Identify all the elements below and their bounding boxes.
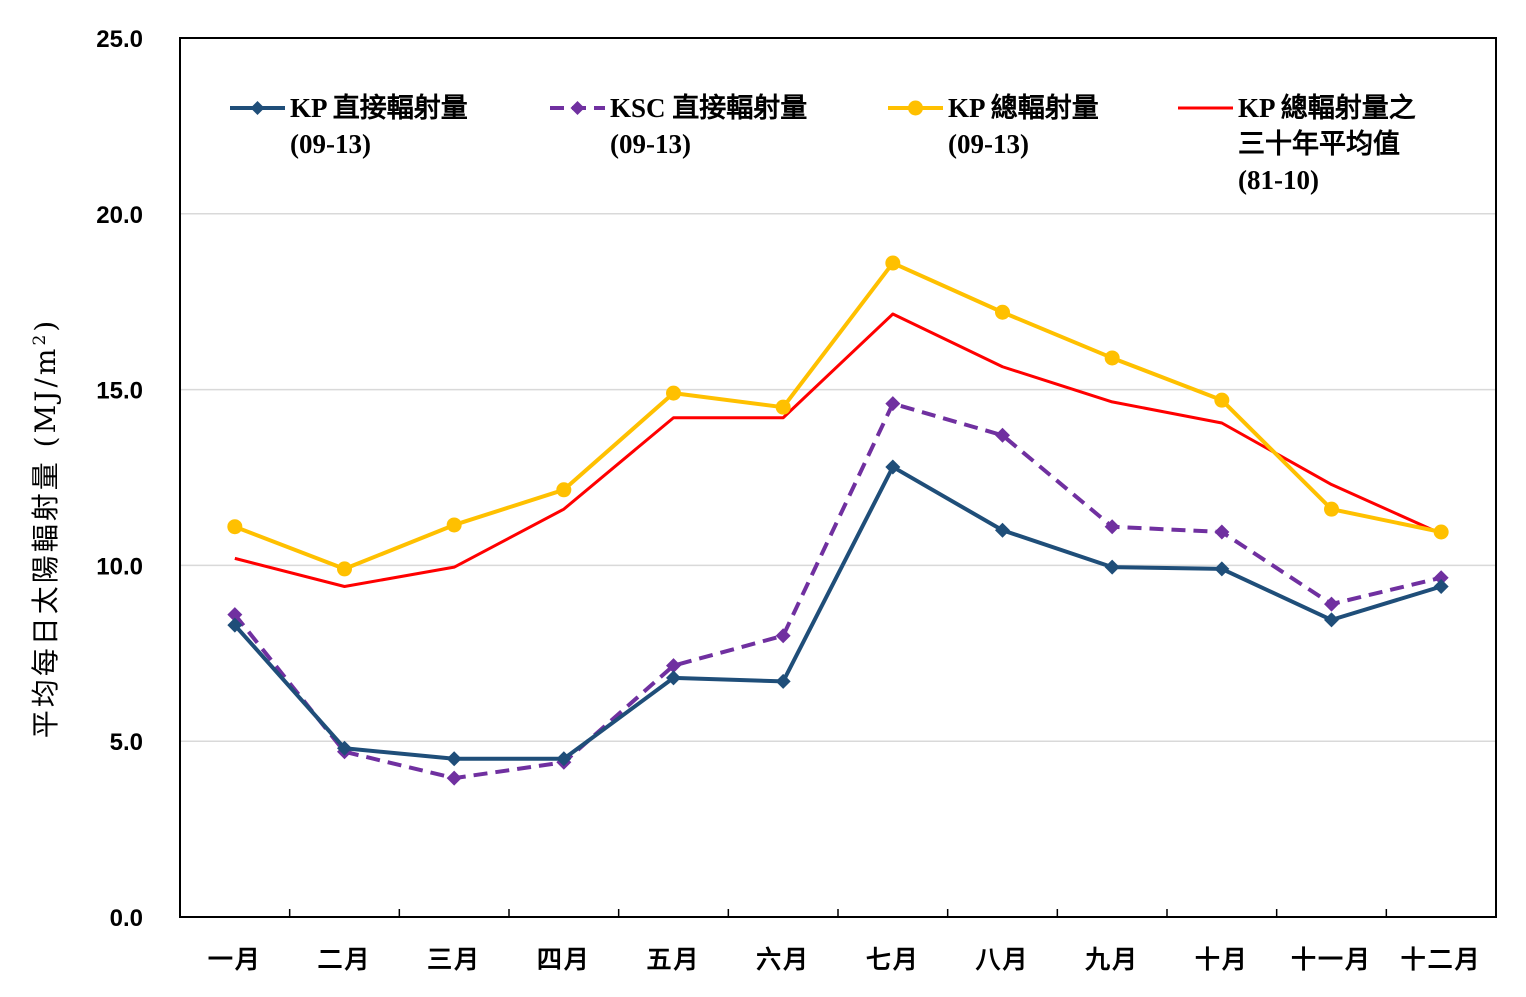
- x-tick-label: 一月: [208, 945, 262, 974]
- data-point: [1214, 524, 1230, 540]
- data-point: [337, 740, 352, 756]
- series-3: [234, 312, 1442, 588]
- data-point: [1104, 519, 1120, 535]
- data-point: [995, 427, 1010, 443]
- series-0: [227, 459, 1449, 767]
- gridlines: [180, 213, 1496, 742]
- data-point: [1104, 559, 1120, 575]
- legend-label: KP 總輻射量之: [1238, 92, 1416, 123]
- data-point: [227, 607, 243, 623]
- series-2: [227, 255, 1449, 577]
- data-point: [337, 561, 352, 577]
- legend-entry: KP 直接輻射量 (09-13): [230, 93, 468, 159]
- data-point: [556, 751, 572, 767]
- x-tick-label: 九月: [1084, 945, 1139, 974]
- data-point: [775, 628, 791, 644]
- y-tick-labels: 0.0 5.0 10.0 15.0 20.0 25.0: [96, 26, 143, 932]
- legend-label: KP 總輻射量: [948, 92, 1099, 123]
- legend: KP 直接輻射量 (09-13) KSC 直接輻射量 (09-13) KP 總輻射量 (0…: [230, 92, 1416, 195]
- x-tick-label: 十二月: [1401, 945, 1482, 974]
- data-point: [1324, 501, 1339, 517]
- y-axis-label-close: ): [29, 318, 62, 332]
- series-layer: [227, 255, 1449, 786]
- data-point: [556, 482, 572, 498]
- data-point: [1214, 392, 1230, 408]
- axes: [179, 37, 1497, 918]
- data-point: [227, 617, 243, 633]
- data-point: [1324, 612, 1339, 628]
- data-point: [666, 385, 681, 401]
- data-point: [227, 519, 243, 535]
- data-point: [1104, 350, 1120, 366]
- legend-label: 三十年平均值: [1238, 128, 1400, 159]
- data-point: [1433, 524, 1449, 540]
- data-point: [885, 459, 901, 475]
- legend-entry: KP 總輻射量 (09-13): [888, 92, 1099, 159]
- data-point: [1214, 561, 1230, 577]
- legend-label: KP 直接輻射量: [290, 93, 468, 123]
- data-point: [995, 522, 1010, 538]
- data-point: [775, 673, 791, 689]
- data-point: [446, 751, 462, 767]
- y-tick-label: 5.0: [110, 729, 143, 756]
- x-tick-labels: 一月 二月 三月 四月 五月 六月 七月 八月 九月 十月 十一月 十二月: [208, 945, 1482, 974]
- y-axis-label-main: 平均每日太陽輻射量 (MJ/m: [29, 346, 62, 739]
- data-point: [995, 304, 1010, 320]
- x-tick-label: 三月: [427, 945, 481, 974]
- y-tick-label: 0.0: [110, 905, 143, 932]
- y-axis-label-sup: 2: [30, 332, 50, 346]
- data-point: [885, 396, 901, 412]
- data-point: [666, 658, 681, 674]
- series-line: [234, 261, 1442, 571]
- y-tick-label: 25.0: [96, 26, 143, 53]
- data-point: [446, 770, 462, 786]
- legend-entry: KSC 直接輻射量 (09-13): [550, 93, 807, 159]
- legend-label: (09-13): [610, 129, 691, 159]
- data-point: [885, 255, 901, 271]
- y-tick-label: 20.0: [96, 202, 143, 229]
- series-line: [233, 401, 1442, 781]
- legend-label: (09-13): [948, 129, 1029, 159]
- data-point: [1433, 570, 1449, 586]
- y-tick-label: 15.0: [96, 378, 143, 405]
- series-line: [233, 464, 1442, 761]
- legend-label: (09-13): [290, 129, 371, 159]
- x-tick-label: 十一月: [1291, 945, 1372, 974]
- x-tick-label: 七月: [866, 945, 920, 974]
- legend-label: KSC 直接輻射量: [610, 93, 807, 123]
- data-point: [1324, 596, 1339, 612]
- legend-marker: [570, 101, 585, 115]
- data-point: [775, 399, 791, 415]
- y-axis-label: 平均每日太陽輻射量 (MJ/m2): [29, 318, 62, 738]
- y-tick-label: 10.0: [96, 553, 143, 580]
- legend-label: (81-10): [1238, 165, 1319, 195]
- data-point: [666, 670, 681, 686]
- legend-marker: [250, 101, 265, 115]
- data-point: [446, 517, 462, 533]
- data-point: [1433, 578, 1449, 594]
- x-tick-label: 五月: [646, 945, 700, 974]
- x-tick-label: 四月: [537, 945, 591, 974]
- x-tick-label: 十月: [1195, 945, 1249, 974]
- x-tick-label: 八月: [975, 945, 1029, 974]
- legend-marker: [908, 100, 923, 116]
- x-tick-label: 二月: [317, 945, 371, 974]
- x-tick-label: 六月: [756, 945, 810, 974]
- series-line: [234, 312, 1442, 588]
